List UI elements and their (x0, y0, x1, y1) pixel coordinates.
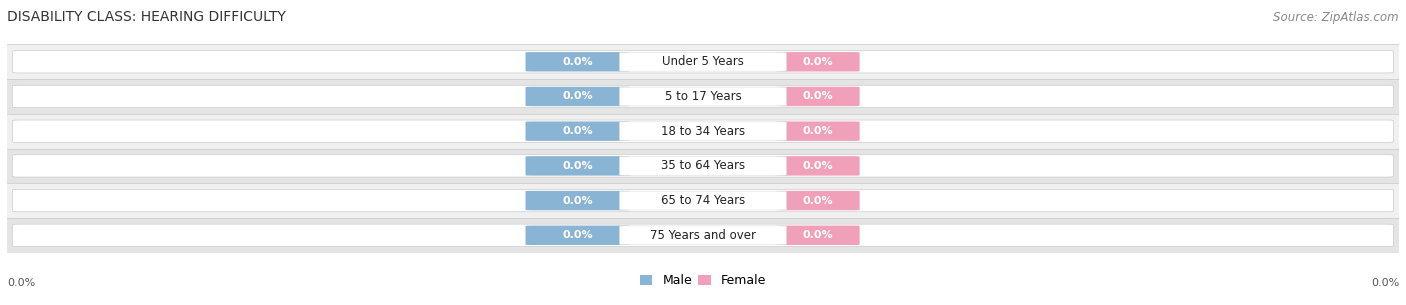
FancyBboxPatch shape (526, 191, 630, 210)
Text: 0.0%: 0.0% (803, 230, 834, 240)
Text: 0.0%: 0.0% (562, 126, 593, 136)
Text: 0.0%: 0.0% (803, 126, 834, 136)
FancyBboxPatch shape (620, 191, 786, 210)
Text: 0.0%: 0.0% (1371, 278, 1399, 288)
FancyBboxPatch shape (776, 52, 859, 71)
FancyBboxPatch shape (620, 52, 786, 71)
FancyBboxPatch shape (13, 189, 1393, 212)
Bar (7, 218, 1399, 253)
Text: 0.0%: 0.0% (562, 92, 593, 102)
FancyBboxPatch shape (526, 52, 630, 71)
FancyBboxPatch shape (526, 87, 630, 106)
Text: 75 Years and over: 75 Years and over (650, 229, 756, 242)
FancyBboxPatch shape (526, 226, 630, 245)
Text: 0.0%: 0.0% (562, 57, 593, 67)
FancyBboxPatch shape (620, 122, 786, 141)
FancyBboxPatch shape (13, 155, 1393, 177)
Text: 18 to 34 Years: 18 to 34 Years (661, 125, 745, 138)
Bar (7, 79, 1399, 114)
Text: 0.0%: 0.0% (562, 196, 593, 206)
FancyBboxPatch shape (776, 156, 859, 176)
FancyBboxPatch shape (776, 121, 859, 141)
FancyBboxPatch shape (13, 224, 1393, 246)
Text: 35 to 64 Years: 35 to 64 Years (661, 160, 745, 172)
Text: 0.0%: 0.0% (562, 230, 593, 240)
Bar (7, 183, 1399, 218)
FancyBboxPatch shape (13, 85, 1393, 108)
FancyBboxPatch shape (13, 51, 1393, 73)
Bar (7, 114, 1399, 149)
Text: Source: ZipAtlas.com: Source: ZipAtlas.com (1274, 11, 1399, 23)
Text: 0.0%: 0.0% (803, 92, 834, 102)
Text: 5 to 17 Years: 5 to 17 Years (665, 90, 741, 103)
Text: 0.0%: 0.0% (803, 57, 834, 67)
Bar (7, 45, 1399, 79)
Text: 65 to 74 Years: 65 to 74 Years (661, 194, 745, 207)
Text: 0.0%: 0.0% (562, 161, 593, 171)
FancyBboxPatch shape (620, 226, 786, 245)
FancyBboxPatch shape (620, 87, 786, 106)
Text: 0.0%: 0.0% (803, 161, 834, 171)
Text: 0.0%: 0.0% (7, 278, 35, 288)
Bar (7, 149, 1399, 183)
FancyBboxPatch shape (776, 87, 859, 106)
Text: Under 5 Years: Under 5 Years (662, 55, 744, 68)
FancyBboxPatch shape (526, 121, 630, 141)
FancyBboxPatch shape (620, 156, 786, 175)
Text: DISABILITY CLASS: HEARING DIFFICULTY: DISABILITY CLASS: HEARING DIFFICULTY (7, 10, 285, 23)
Text: 0.0%: 0.0% (803, 196, 834, 206)
FancyBboxPatch shape (776, 226, 859, 245)
FancyBboxPatch shape (526, 156, 630, 176)
FancyBboxPatch shape (13, 120, 1393, 142)
FancyBboxPatch shape (776, 191, 859, 210)
Legend: Male, Female: Male, Female (636, 269, 770, 292)
